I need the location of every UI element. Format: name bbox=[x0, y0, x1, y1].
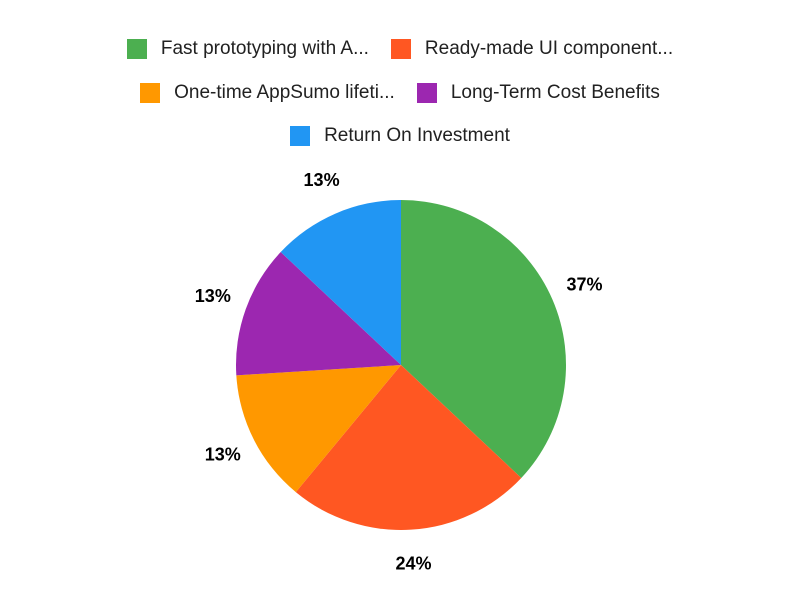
pie-percent-label: 13% bbox=[195, 286, 231, 306]
pie-slices bbox=[236, 200, 567, 530]
legend-item-long-term-cost[interactable]: Long-Term Cost Benefits bbox=[416, 82, 660, 104]
legend-label: One-time AppSumo lifeti... bbox=[174, 82, 395, 103]
legend-label: Ready-made UI component... bbox=[424, 38, 674, 59]
pie-slice[interactable] bbox=[236, 252, 401, 376]
pie-slice[interactable] bbox=[280, 200, 401, 365]
legend-row-1: Fast prototyping with A... Ready-made UI… bbox=[0, 38, 800, 60]
legend-item-fast-prototyping[interactable]: Fast prototyping with A... bbox=[126, 38, 369, 60]
pie-percent-label: 24% bbox=[396, 553, 432, 573]
pie-percent-label: 13% bbox=[304, 170, 340, 190]
legend-label: Return On Investment bbox=[324, 125, 510, 146]
legend-row-3: Return On Investment bbox=[0, 125, 800, 147]
pie-percent-label: 13% bbox=[205, 445, 241, 465]
legend-item-appsumo-lifetime[interactable]: One-time AppSumo lifeti... bbox=[140, 82, 395, 104]
pie-percent-label: 37% bbox=[567, 274, 603, 294]
legend-swatch-red-orange bbox=[390, 39, 411, 59]
pie-slice[interactable] bbox=[236, 365, 401, 493]
legend-swatch-blue bbox=[290, 126, 311, 146]
legend-item-roi[interactable]: Return On Investment bbox=[290, 125, 510, 147]
pie-slice[interactable] bbox=[295, 365, 522, 530]
pie-percent-labels: 37% 24% 13% 13% 13% bbox=[195, 170, 603, 573]
legend-item-ready-made-ui[interactable]: Ready-made UI component... bbox=[390, 38, 674, 60]
legend-swatch-green bbox=[126, 39, 147, 59]
legend-label: Fast prototyping with A... bbox=[160, 38, 369, 59]
legend-swatch-purple bbox=[416, 83, 437, 103]
legend-label: Long-Term Cost Benefits bbox=[450, 82, 660, 103]
legend-swatch-orange bbox=[140, 83, 161, 103]
legend-row-2: One-time AppSumo lifeti... Long-Term Cos… bbox=[0, 82, 800, 104]
pie-slice[interactable] bbox=[401, 200, 567, 478]
